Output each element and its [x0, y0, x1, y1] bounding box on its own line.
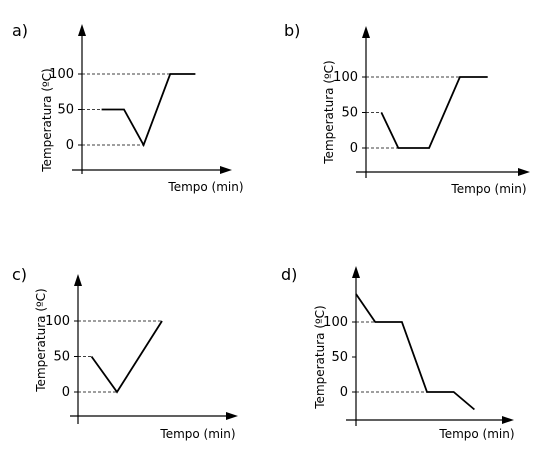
x-axis-label: Tempo (min)	[167, 180, 243, 194]
temperature-curve	[355, 293, 475, 411]
panel-a: a) Temperatura (ºC) Tempo (min) 0 50 100	[12, 21, 244, 194]
y-axis-label: Temperatura (ºC)	[40, 68, 54, 172]
y-axis-arrow	[362, 26, 370, 38]
y-tick-label: 0	[62, 385, 70, 400]
temperature-curve	[380, 76, 488, 149]
y-axis-arrow	[352, 266, 360, 278]
y-tick-label: 100	[333, 70, 358, 85]
x-axis-label: Tempo (min)	[438, 427, 514, 441]
panel-b: b) Temperatura (ºC) Tempo (min) 0 50 100	[284, 21, 530, 196]
panel-label: a)	[12, 21, 28, 40]
y-axis-arrow	[74, 274, 82, 286]
y-axis-label: Temperatura (ºC)	[34, 288, 48, 392]
x-axis-arrow	[518, 168, 530, 176]
x-axis-arrow	[502, 416, 514, 424]
y-tick-label: 0	[340, 385, 348, 400]
y-tick-label: 100	[45, 314, 70, 329]
x-axis-arrow	[220, 166, 232, 174]
y-tick-label: 50	[53, 350, 70, 365]
x-axis-label: Tempo (min)	[450, 182, 526, 196]
panel-d: d) Temperatura (ºC) Tempo (min) 0 50 100	[281, 265, 515, 441]
y-tick-label: 50	[341, 106, 358, 121]
y-axis-arrow	[78, 24, 86, 36]
temperature-curve	[90, 320, 163, 394]
temperature-curve	[101, 73, 196, 148]
y-tick-label: 50	[331, 350, 348, 365]
panel-label: d)	[281, 265, 297, 284]
panel-label: c)	[12, 265, 27, 284]
panel-label: b)	[284, 21, 300, 40]
y-axis-label: Temperatura (ºC)	[313, 305, 327, 409]
y-axis-label: Temperatura (ºC)	[322, 60, 336, 164]
x-axis-label: Tempo (min)	[159, 427, 235, 441]
y-tick-label: 0	[66, 138, 74, 153]
x-axis-arrow	[226, 412, 238, 420]
panel-c: c) Temperatura (ºC) Tempo (min) 0 50 100	[12, 265, 238, 441]
y-tick-label: 0	[350, 141, 358, 156]
y-tick-label: 100	[323, 315, 348, 330]
y-tick-label: 50	[57, 103, 74, 118]
y-tick-label: 100	[49, 67, 74, 82]
